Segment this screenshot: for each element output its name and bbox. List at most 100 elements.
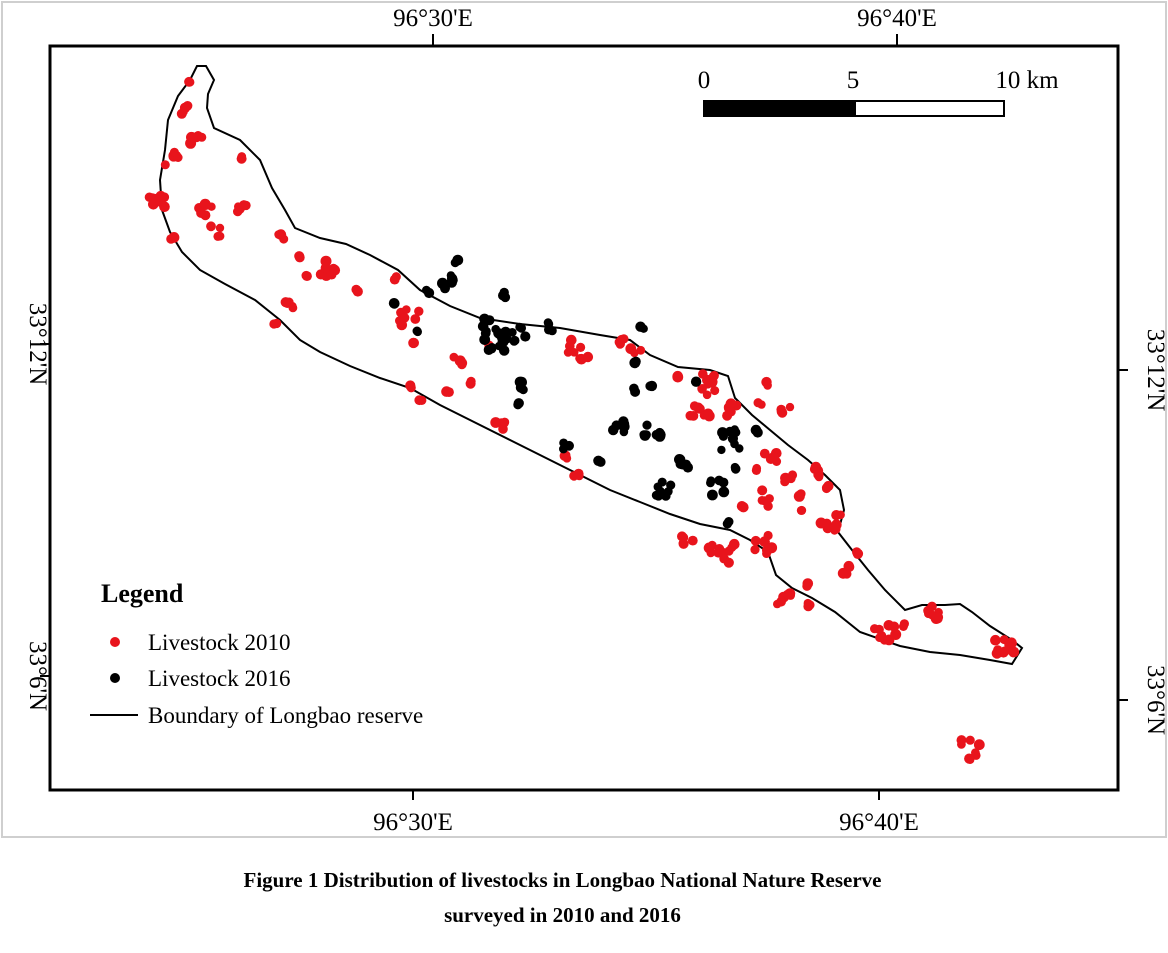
livestock-point xyxy=(645,381,655,391)
top-tick-label-1: 96°30'E xyxy=(393,5,473,32)
livestock-point xyxy=(751,465,762,475)
livestock-point xyxy=(678,532,689,543)
livestock-point xyxy=(465,378,476,389)
livestock-point xyxy=(409,337,419,348)
livestock-point xyxy=(802,581,812,591)
livestock-point xyxy=(718,486,730,498)
livestock-point xyxy=(595,457,606,467)
livestock-point xyxy=(233,206,243,217)
livestock-point xyxy=(402,305,411,314)
livestock-point xyxy=(687,535,698,546)
livestock-point xyxy=(608,424,619,436)
livestock-point xyxy=(575,354,584,363)
livestock-point xyxy=(688,411,699,421)
livestock-point xyxy=(707,489,718,501)
bottom-tick-label-1: 96°30'E xyxy=(373,809,453,836)
livestock-point xyxy=(544,324,554,335)
livestock-point xyxy=(302,271,312,281)
livestock-point xyxy=(516,323,527,333)
livestock-point xyxy=(653,491,664,501)
livestock-point xyxy=(450,258,460,268)
livestock-point xyxy=(957,740,966,749)
livestock-point xyxy=(499,287,509,298)
livestock-point xyxy=(883,620,895,631)
livestock-point xyxy=(197,132,207,142)
livestock-point xyxy=(147,193,158,204)
livestock-point xyxy=(830,526,839,535)
livestock-point xyxy=(709,377,718,386)
livestock-point xyxy=(576,342,586,352)
livestock-point xyxy=(410,314,421,324)
livestock-point xyxy=(639,324,648,333)
figure-caption-line-2: surveyed in 2010 and 2016 xyxy=(444,903,681,927)
tick-marks xyxy=(40,34,1128,800)
livestock-point xyxy=(196,207,207,218)
livestock-point xyxy=(351,284,362,295)
livestock-point xyxy=(280,297,291,308)
livestock-point xyxy=(619,427,629,437)
livestock-point xyxy=(179,107,188,117)
livestock-point xyxy=(803,601,814,612)
livestock-point xyxy=(616,339,625,349)
livestock-point xyxy=(389,274,400,285)
livestock-point xyxy=(582,351,594,363)
livestock-point xyxy=(513,398,524,409)
livestock-point xyxy=(783,589,793,599)
livestock-point xyxy=(760,496,769,506)
livestock-point xyxy=(215,223,225,233)
legend: Legend Livestock 2010 Livestock 2016 Bou… xyxy=(90,579,423,728)
livestock-point xyxy=(710,386,720,396)
livestock-point xyxy=(412,326,422,336)
livestock-point xyxy=(965,735,975,745)
livestock-point xyxy=(454,355,466,367)
left-tick-label-1: 33°12'N xyxy=(24,303,51,386)
livestock-point xyxy=(772,457,782,466)
scale-label-5: 5 xyxy=(847,67,860,94)
livestock-point xyxy=(718,431,729,441)
livestock-point xyxy=(168,232,180,243)
livestock-point xyxy=(823,480,834,492)
livestock-point xyxy=(440,283,450,294)
livestock-point xyxy=(1008,646,1020,658)
livestock-point xyxy=(405,380,416,391)
livestock-point xyxy=(395,316,405,326)
livestock-point xyxy=(776,407,786,417)
bottom-tick-label-2: 96°40'E xyxy=(839,809,919,836)
livestock-point xyxy=(657,477,667,487)
livestock-point xyxy=(796,506,806,515)
livestock-point xyxy=(750,545,760,555)
livestock-point xyxy=(730,464,741,474)
livestock-point xyxy=(990,634,1001,646)
scale-label-10km: 10 km xyxy=(995,67,1059,94)
livestock-point xyxy=(714,475,724,486)
livestock-point xyxy=(844,562,855,572)
outer-frame xyxy=(1,1,1167,838)
livestock-point xyxy=(735,444,744,453)
livestock-point xyxy=(184,76,194,87)
scale-label-0: 0 xyxy=(698,67,711,94)
livestock-point xyxy=(706,548,716,558)
livestock-point xyxy=(496,332,507,343)
livestock-point xyxy=(206,221,216,232)
top-tick-label-2: 96°40'E xyxy=(857,5,937,32)
livestock-point xyxy=(566,334,577,346)
livestock-point xyxy=(693,402,704,413)
livestock-point xyxy=(796,489,806,499)
legend-symbol-2016 xyxy=(110,673,120,683)
livestock-point xyxy=(999,646,1010,657)
livestock-point xyxy=(760,536,769,546)
livestock-point xyxy=(736,501,748,512)
livestock-point xyxy=(510,335,520,346)
livestock-point xyxy=(629,357,641,369)
livestock-point xyxy=(815,517,827,529)
livestock-point xyxy=(690,376,702,387)
livestock-point xyxy=(618,416,629,427)
livestock-point xyxy=(877,631,887,640)
livestock-point xyxy=(927,610,937,620)
scale-bar: 0 5 10 km xyxy=(698,67,1059,117)
livestock-point xyxy=(320,255,332,267)
right-tick-label-2: 33°6'N xyxy=(1142,665,1168,735)
livestock-point xyxy=(569,348,579,357)
livestock-point xyxy=(717,547,728,558)
